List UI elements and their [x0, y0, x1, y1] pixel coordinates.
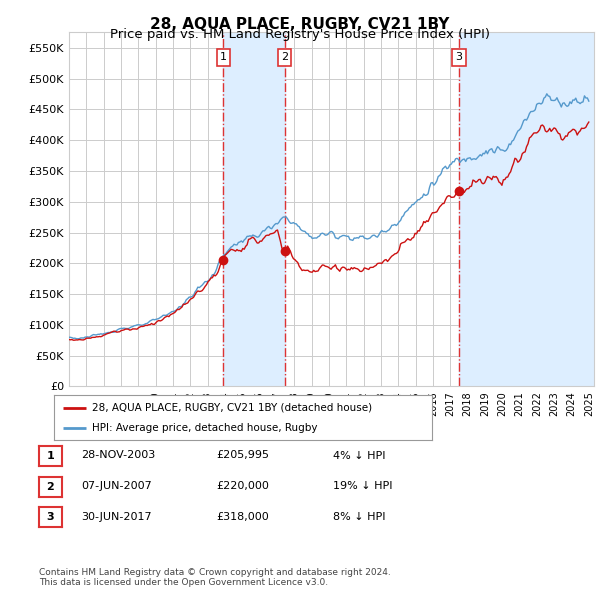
Text: 2: 2	[47, 482, 54, 491]
Text: £220,000: £220,000	[216, 481, 269, 491]
Text: 28, AQUA PLACE, RUGBY, CV21 1BY (detached house): 28, AQUA PLACE, RUGBY, CV21 1BY (detache…	[92, 403, 372, 412]
Text: 1: 1	[47, 451, 54, 461]
Text: 07-JUN-2007: 07-JUN-2007	[81, 481, 152, 491]
Text: 4% ↓ HPI: 4% ↓ HPI	[333, 451, 386, 460]
Text: 28, AQUA PLACE, RUGBY, CV21 1BY: 28, AQUA PLACE, RUGBY, CV21 1BY	[151, 17, 449, 31]
Text: HPI: Average price, detached house, Rugby: HPI: Average price, detached house, Rugb…	[92, 424, 317, 434]
Text: 8% ↓ HPI: 8% ↓ HPI	[333, 512, 386, 522]
Bar	[459, 32, 594, 386]
Text: 30-JUN-2017: 30-JUN-2017	[81, 512, 152, 522]
Text: 2: 2	[281, 53, 288, 62]
Text: 3: 3	[455, 53, 463, 62]
Text: Contains HM Land Registry data © Crown copyright and database right 2024.
This d: Contains HM Land Registry data © Crown c…	[39, 568, 391, 587]
Text: Price paid vs. HM Land Registry's House Price Index (HPI): Price paid vs. HM Land Registry's House …	[110, 28, 490, 41]
Text: 28-NOV-2003: 28-NOV-2003	[81, 451, 155, 460]
Text: £205,995: £205,995	[216, 451, 269, 460]
Text: 3: 3	[47, 513, 54, 522]
Text: 19% ↓ HPI: 19% ↓ HPI	[333, 481, 392, 491]
Text: £318,000: £318,000	[216, 512, 269, 522]
Text: 1: 1	[220, 53, 227, 62]
Bar	[223, 32, 284, 386]
